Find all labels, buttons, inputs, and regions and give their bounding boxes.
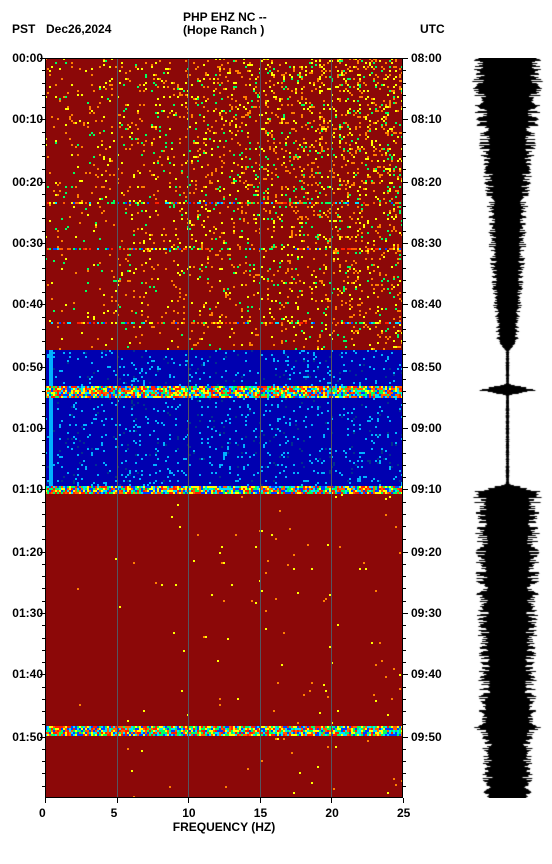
y-right-tick: 08:50 bbox=[411, 360, 442, 374]
plot-border bbox=[45, 58, 403, 798]
x-tick: 15 bbox=[254, 806, 267, 820]
x-tick: 20 bbox=[325, 806, 338, 820]
y-left-tick: 01:00 bbox=[12, 421, 43, 435]
waveform-canvas bbox=[470, 58, 545, 798]
y-left-tick: 01:20 bbox=[12, 545, 43, 559]
y-axis-right: 08:0008:1008:2008:3008:4008:5009:0009:10… bbox=[403, 58, 463, 798]
y-left-tick: 01:30 bbox=[12, 606, 43, 620]
y-right-tick: 09:10 bbox=[411, 482, 442, 496]
y-left-tick: 00:30 bbox=[12, 236, 43, 250]
y-right-tick: 09:50 bbox=[411, 730, 442, 744]
x-tick: 25 bbox=[397, 806, 410, 820]
y-right-tick: 09:40 bbox=[411, 667, 442, 681]
y-left-tick: 00:00 bbox=[12, 51, 43, 65]
x-tick: 5 bbox=[111, 806, 118, 820]
page: PST Dec26,2024 PHP EHZ NC -- (Hope Ranch… bbox=[0, 0, 552, 864]
y-right-tick: 09:20 bbox=[411, 545, 442, 559]
waveform-panel bbox=[470, 58, 545, 798]
x-axis: 0510152025 FREQUENCY (HZ) bbox=[45, 798, 403, 848]
y-right-tick: 08:10 bbox=[411, 112, 442, 126]
y-right-tick: 08:20 bbox=[411, 175, 442, 189]
y-left-tick: 00:10 bbox=[12, 112, 43, 126]
y-right-tick: 09:30 bbox=[411, 606, 442, 620]
y-right-tick: 08:30 bbox=[411, 236, 442, 250]
y-left-tick: 00:40 bbox=[12, 297, 43, 311]
y-left-tick: 00:20 bbox=[12, 175, 43, 189]
plot-header: PST Dec26,2024 PHP EHZ NC -- (Hope Ranch… bbox=[0, 10, 552, 50]
date-label: Dec26,2024 bbox=[46, 22, 111, 36]
y-right-tick: 08:00 bbox=[411, 51, 442, 65]
x-tick: 0 bbox=[39, 806, 46, 820]
x-axis-label: FREQUENCY (HZ) bbox=[45, 820, 403, 834]
y-left-tick: 01:40 bbox=[12, 667, 43, 681]
x-tick: 10 bbox=[182, 806, 195, 820]
y-left-tick: 00:50 bbox=[12, 360, 43, 374]
channel-label: PHP EHZ NC -- bbox=[183, 10, 267, 24]
y-left-tick: 01:50 bbox=[12, 730, 43, 744]
tz-left-label: PST bbox=[12, 22, 35, 36]
y-right-tick: 08:40 bbox=[411, 297, 442, 311]
tz-right-label: UTC bbox=[420, 22, 445, 36]
y-axis-left: 00:0000:1000:2000:3000:4000:5001:0001:10… bbox=[0, 58, 45, 798]
y-right-tick: 09:00 bbox=[411, 421, 442, 435]
station-label: (Hope Ranch ) bbox=[183, 23, 264, 37]
spectrogram-plot bbox=[45, 58, 403, 798]
y-left-tick: 01:10 bbox=[12, 482, 43, 496]
